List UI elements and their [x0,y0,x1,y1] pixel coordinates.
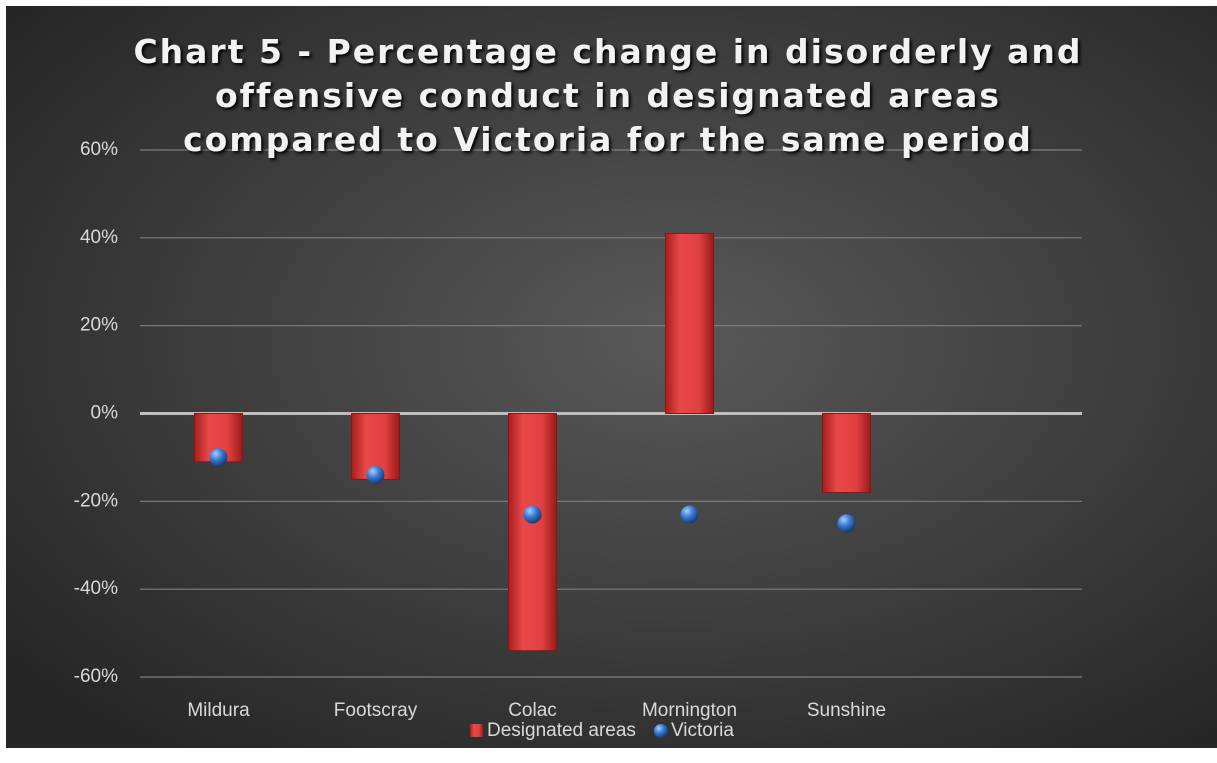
legend-label: Designated areas [487,720,636,741]
point [680,505,699,524]
x-tick-label: Mildura [187,700,250,721]
legend-swatch [653,724,668,738]
point [366,465,385,484]
bar [508,413,557,652]
y-tick-label: 60% [80,139,118,160]
x-tick-label: Colac [508,700,557,721]
bar [665,232,714,414]
x-tick-label: Sunshine [807,700,886,721]
y-tick-label: -40% [74,578,118,599]
point [523,505,542,524]
point [209,448,228,467]
legend-label: Victoria [671,720,734,741]
chart-title: Chart 5 - Percentage change in disorderl… [133,32,1083,159]
x-tick-label: Mornington [642,700,737,721]
y-tick-label: 20% [80,315,118,336]
x-tick-label: Footscray [334,700,418,721]
y-tick-label: -20% [74,490,118,511]
point [837,514,856,533]
y-tick-label: -60% [74,666,118,687]
y-tick-label: 40% [80,227,118,248]
bar [822,413,871,494]
background [6,6,1217,748]
y-tick-label: 0% [91,403,119,424]
legend-swatch [470,724,483,737]
